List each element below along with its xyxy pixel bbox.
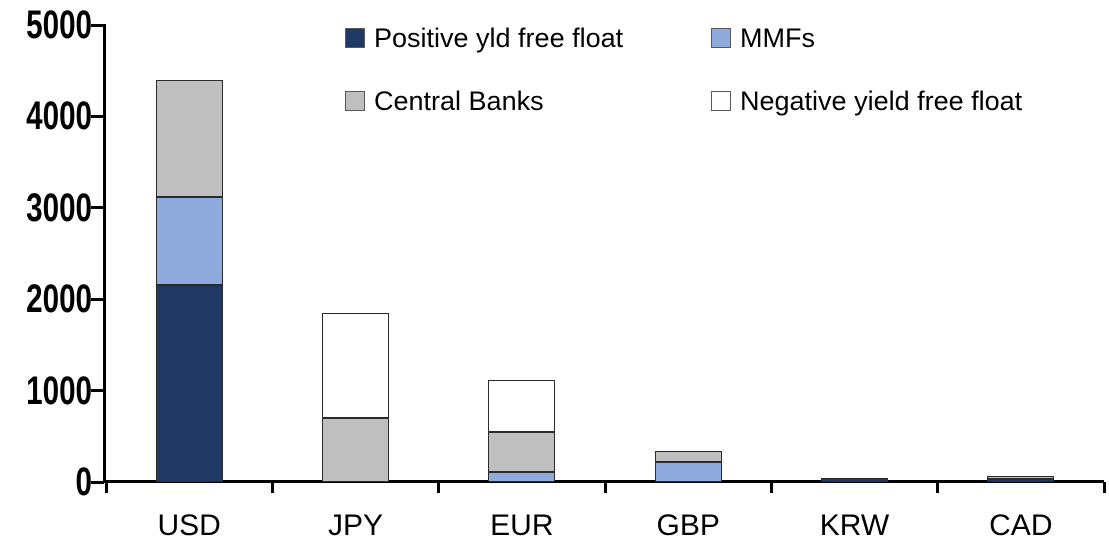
x-category-label: EUR (490, 509, 554, 542)
x-axis-tick (437, 482, 441, 493)
y-axis-tick-label: 1000 (26, 368, 92, 413)
legend-label: Positive yld free float (374, 23, 624, 53)
legend-label: Central Banks (374, 86, 544, 116)
x-axis-tick (270, 482, 274, 493)
y-axis-tick-label: 3000 (26, 185, 92, 230)
bar-segment (155, 284, 223, 482)
legend-item: MMFs (711, 23, 815, 53)
x-category-label: KRW (819, 509, 890, 542)
legend-swatch-icon (711, 91, 731, 111)
x-category-label: USD (157, 509, 221, 542)
legend-label: Negative yield free float (740, 86, 1023, 116)
bar-segment (654, 451, 722, 462)
y-axis-line (103, 24, 106, 483)
y-axis-tick (91, 480, 104, 484)
y-axis-tick-label: 5000 (26, 3, 92, 47)
y-axis-tick (91, 206, 104, 210)
bar-segment (322, 312, 389, 419)
x-axis-line (103, 480, 1104, 483)
x-axis-tick (769, 482, 773, 493)
y-axis-tick-label: 0 (75, 460, 92, 504)
legend-swatch-icon (345, 28, 365, 48)
x-category-label: JPY (327, 509, 383, 542)
bar-segment (322, 418, 389, 482)
y-axis-tick (91, 23, 104, 27)
y-axis-tick (91, 114, 104, 118)
bar-segment (488, 379, 556, 433)
legend-swatch-icon (345, 91, 365, 111)
x-axis-tick (603, 482, 607, 493)
x-axis-tick (104, 482, 108, 493)
bar-segment (155, 196, 223, 285)
y-axis-tick-label: 4000 (26, 94, 92, 139)
bar-segment (488, 432, 556, 472)
x-axis-tick (1102, 482, 1106, 493)
legend-label: MMFs (740, 23, 815, 53)
x-category-label: CAD (989, 509, 1053, 542)
x-category-label: GBP (656, 509, 720, 542)
bar-segment (155, 79, 223, 197)
legend-swatch-icon (711, 28, 731, 48)
legend-item: Negative yield free float (711, 86, 1023, 116)
bar-segment (654, 461, 722, 482)
legend-item: Positive yld free float (345, 23, 624, 53)
y-axis-tick (91, 389, 104, 393)
bar-segment (987, 475, 1055, 480)
bar-segment (488, 471, 556, 482)
x-axis-tick (936, 482, 940, 493)
bar-segment (821, 477, 888, 482)
y-axis-tick (91, 297, 104, 301)
y-axis-tick-label: 2000 (26, 277, 92, 322)
legend-item: Central Banks (345, 86, 544, 116)
bar-segment (987, 479, 1055, 482)
